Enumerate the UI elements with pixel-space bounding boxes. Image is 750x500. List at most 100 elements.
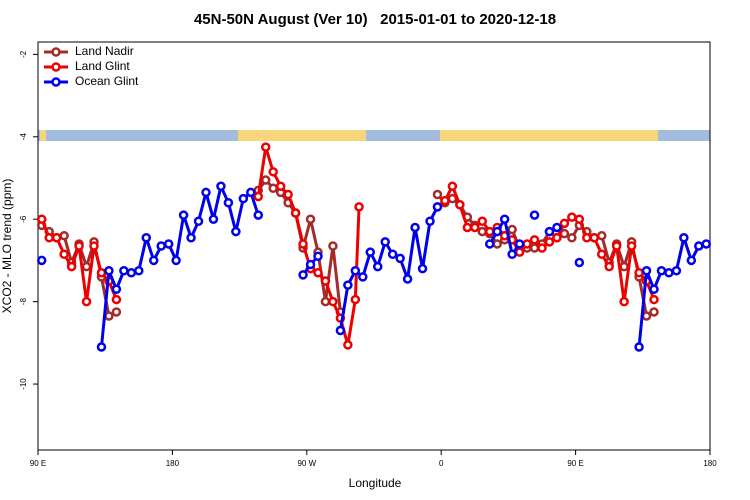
data-point — [36, 255, 47, 266]
data-point — [387, 249, 398, 259]
data-point — [701, 239, 712, 249]
x-tick-label: 90 E — [30, 459, 46, 468]
data-point — [492, 226, 502, 237]
data-point — [134, 265, 144, 276]
data-point — [641, 265, 652, 276]
data-point — [96, 268, 107, 278]
data-point — [484, 239, 495, 249]
data-point — [193, 216, 204, 227]
legend-label: Land Nadir — [75, 44, 134, 58]
data-point — [634, 268, 644, 278]
data-point — [649, 294, 659, 305]
data-point — [171, 255, 181, 266]
data-point — [260, 142, 271, 152]
data-point — [559, 228, 570, 239]
data-point — [350, 265, 361, 276]
data-point — [89, 241, 99, 251]
legend-label: Land Glint — [75, 59, 130, 73]
data-point — [574, 214, 585, 224]
data-point — [619, 296, 629, 307]
data-point — [36, 214, 47, 224]
data-point — [649, 284, 659, 295]
data-point — [552, 233, 562, 243]
data-point — [455, 200, 465, 210]
data-point — [380, 237, 390, 247]
data-point — [51, 233, 62, 243]
legend-marker — [51, 77, 61, 87]
data-point — [582, 233, 592, 243]
plot-frame — [37, 41, 711, 451]
data-point — [148, 255, 159, 266]
legend-label: Ocean Glint — [75, 74, 139, 88]
data-point — [320, 276, 331, 286]
data-point — [544, 237, 555, 247]
data-point — [567, 233, 577, 243]
data-point — [104, 265, 114, 276]
data-point — [126, 268, 137, 278]
data-point — [552, 222, 562, 233]
data-point — [686, 255, 697, 266]
land-ocean-strip — [38, 130, 710, 141]
data-point — [298, 270, 308, 280]
x-tick-label: 180 — [166, 459, 180, 468]
data-point — [611, 241, 622, 251]
data-point — [141, 233, 152, 243]
chart-title: 45N-50N August (Ver 10) 2015-01-01 to 20… — [194, 11, 556, 28]
data-point — [477, 226, 488, 237]
data-point — [365, 247, 376, 257]
data-point — [462, 222, 473, 233]
data-point — [447, 181, 458, 191]
data-point — [305, 214, 316, 224]
data-point — [231, 226, 241, 237]
data-point — [671, 265, 682, 276]
series-line — [637, 236, 707, 348]
data-point — [81, 296, 92, 307]
data-point — [529, 243, 540, 253]
legend-marker — [51, 47, 61, 57]
data-point — [283, 189, 293, 200]
data-point — [253, 210, 264, 220]
data-point — [626, 241, 637, 251]
data-point — [477, 216, 488, 227]
data-point — [253, 191, 264, 202]
data-point — [604, 261, 614, 272]
data-point — [372, 261, 383, 272]
data-point — [694, 241, 704, 251]
data-point — [111, 307, 122, 317]
data-point — [358, 272, 368, 282]
data-point — [641, 311, 652, 321]
data-point — [589, 233, 600, 243]
data-point — [298, 239, 308, 249]
data-point — [178, 210, 189, 220]
y-tick-label: -6 — [19, 215, 28, 223]
data-point — [313, 251, 323, 262]
data-point — [634, 342, 644, 352]
x-axis-label: Longitude — [349, 476, 402, 490]
y-axis-label: XCO2 - MLO trend (ppm) — [0, 179, 14, 314]
data-point — [343, 340, 353, 350]
data-point — [328, 241, 338, 251]
data-point — [96, 342, 107, 352]
y-tick-label: -2 — [19, 50, 28, 58]
data-point — [507, 224, 517, 235]
x-tick-label: 90 W — [297, 459, 316, 468]
data-point — [425, 216, 435, 227]
data-point — [44, 233, 54, 243]
data-point — [410, 222, 420, 233]
ocean-band — [38, 130, 710, 141]
data-point — [335, 325, 346, 336]
data-point — [156, 241, 166, 251]
data-point — [238, 193, 249, 204]
data-point — [111, 284, 122, 295]
data-point — [432, 202, 443, 212]
data-point — [290, 208, 301, 218]
data-point — [417, 263, 428, 274]
data-point — [216, 181, 226, 191]
data-point — [275, 181, 286, 191]
data-point — [492, 239, 502, 249]
data-point — [260, 175, 271, 185]
data-point — [208, 214, 219, 224]
x-tick-label: 90 E — [567, 459, 583, 468]
data-point — [537, 243, 547, 253]
